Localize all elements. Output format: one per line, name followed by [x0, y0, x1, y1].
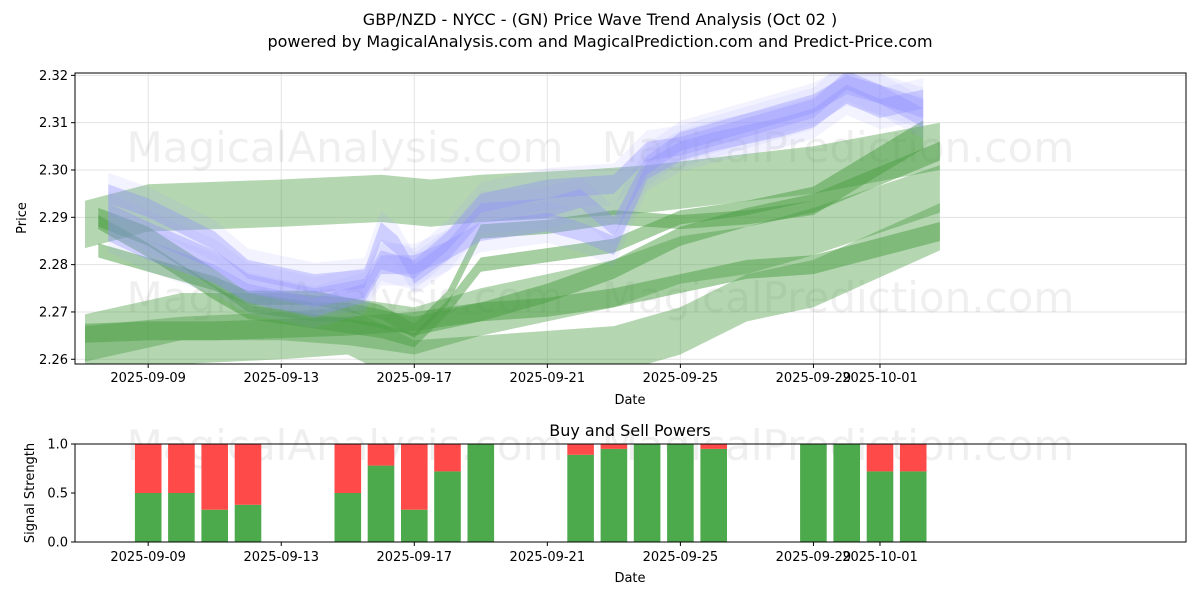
- price-y-tick-label: 2.29: [39, 211, 68, 226]
- price-x-tick-label: 2025-09-13: [243, 371, 319, 386]
- power-x-tick-label: 2025-09-09: [110, 550, 186, 565]
- buy-bar: [833, 444, 860, 542]
- sell-bar: [234, 444, 262, 505]
- price-grid: [75, 73, 1186, 364]
- price-x-ticks: 2025-09-09 2025-09-13 2025-09-17 2025-09-21…: [110, 364, 918, 386]
- price-x-tick-label: 2025-09-09: [110, 371, 186, 386]
- price-y-tick-label: 2.32: [39, 69, 68, 84]
- power-chart: Buy and Sell Powers MagicalAnalysis.com …: [23, 421, 1187, 586]
- price-chart: MagicalAnalysis.com MagicalPrediction.co…: [15, 69, 1187, 408]
- price-x-tick-label: 2025-09-21: [510, 371, 586, 386]
- buy-bar: [367, 465, 395, 542]
- sell-bar: [600, 444, 628, 449]
- buy-bar: [567, 454, 594, 542]
- buy-bar: [168, 493, 195, 542]
- power-x-tick-label: 2025-09-17: [377, 550, 453, 565]
- buy-bar: [401, 509, 428, 542]
- sell-bar: [168, 444, 195, 493]
- price-y-ticks: 2.26 2.27 2.28 2.29 2.30 2.31 2.32: [39, 69, 75, 368]
- sell-bar: [367, 444, 395, 466]
- green-trend-band: [98, 141, 940, 336]
- blue-trend-band: [108, 75, 924, 294]
- buy-bar: [234, 504, 262, 542]
- buy-bar: [334, 493, 362, 542]
- power-x-tick-label: 2025-09-29: [776, 550, 852, 565]
- sell-bar: [866, 444, 894, 472]
- price-y-tick-label: 2.31: [39, 116, 68, 131]
- price-x-tick-label: 2025-10-01: [842, 371, 918, 386]
- sell-bar: [700, 444, 727, 449]
- green-trend-band: [85, 222, 940, 343]
- sell-bar: [134, 444, 162, 493]
- power-y-ticks: 0.0 0.5 1.0: [47, 438, 75, 551]
- blue-trend-halo: [108, 73, 924, 319]
- power-y-axis-label: Signal Strength: [23, 443, 38, 543]
- sell-bar: [201, 444, 228, 510]
- sell-bar: [401, 444, 428, 510]
- green-trend-band: [98, 134, 924, 338]
- power-bars: [134, 444, 927, 542]
- power-chart-title: Buy and Sell Powers: [549, 421, 711, 440]
- power-x-axis-label: Date: [614, 571, 645, 586]
- power-x-tick-label: 2025-09-25: [643, 550, 719, 565]
- blue-trend-halo: [108, 73, 924, 328]
- price-y-tick-label: 2.28: [39, 258, 68, 273]
- buy-bar: [434, 471, 461, 542]
- power-x-tick-label: 2025-10-01: [842, 550, 918, 565]
- price-plot-frame: [74, 72, 1187, 365]
- blue-trend-band: [108, 84, 924, 317]
- figure-title: GBP/NZD - NYCC - (GN) Price Wave Trend A…: [363, 10, 837, 29]
- buy-bar: [667, 444, 694, 542]
- buy-bar: [633, 444, 661, 542]
- price-y-tick-label: 2.30: [39, 164, 68, 179]
- buy-bar: [600, 448, 628, 542]
- blue-trend-band: [108, 73, 924, 308]
- sell-bar: [434, 444, 461, 472]
- price-y-axis-label: Price: [15, 202, 30, 234]
- figure-subtitle: powered by MagicalAnalysis.com and Magic…: [267, 32, 932, 51]
- blue-trend-halo: [108, 73, 924, 305]
- price-y-tick-label: 2.27: [39, 305, 68, 320]
- price-x-tick-label: 2025-09-17: [377, 371, 453, 386]
- sell-bar: [567, 444, 594, 455]
- watermark-prediction-top: MagicalPrediction.com: [602, 123, 1075, 172]
- price-x-axis-label: Date: [614, 393, 645, 408]
- power-y-tick-label: 0.5: [47, 487, 68, 502]
- buy-bar: [201, 509, 228, 542]
- buy-bar: [134, 493, 162, 542]
- price-y-tick-label: 2.26: [39, 353, 68, 368]
- power-y-tick-label: 1.0: [47, 438, 68, 453]
- buy-bar: [866, 471, 894, 542]
- buy-bar: [899, 471, 927, 542]
- buy-bar: [800, 444, 827, 542]
- sell-bar: [899, 444, 927, 472]
- sell-bar: [334, 444, 362, 493]
- watermark-analysis-top: MagicalAnalysis.com: [127, 123, 564, 172]
- buy-bar: [700, 448, 727, 542]
- power-x-tick-label: 2025-09-21: [510, 550, 586, 565]
- price-x-tick-label: 2025-09-29: [776, 371, 852, 386]
- price-x-tick-label: 2025-09-25: [643, 371, 719, 386]
- green-trend-band: [85, 122, 940, 249]
- price-bands: [85, 73, 940, 364]
- buy-bar: [467, 444, 495, 542]
- power-y-tick-label: 0.0: [47, 536, 68, 551]
- power-x-tick-label: 2025-09-13: [243, 550, 319, 565]
- power-x-ticks: 2025-09-09 2025-09-13 2025-09-17 2025-09-21…: [110, 542, 918, 565]
